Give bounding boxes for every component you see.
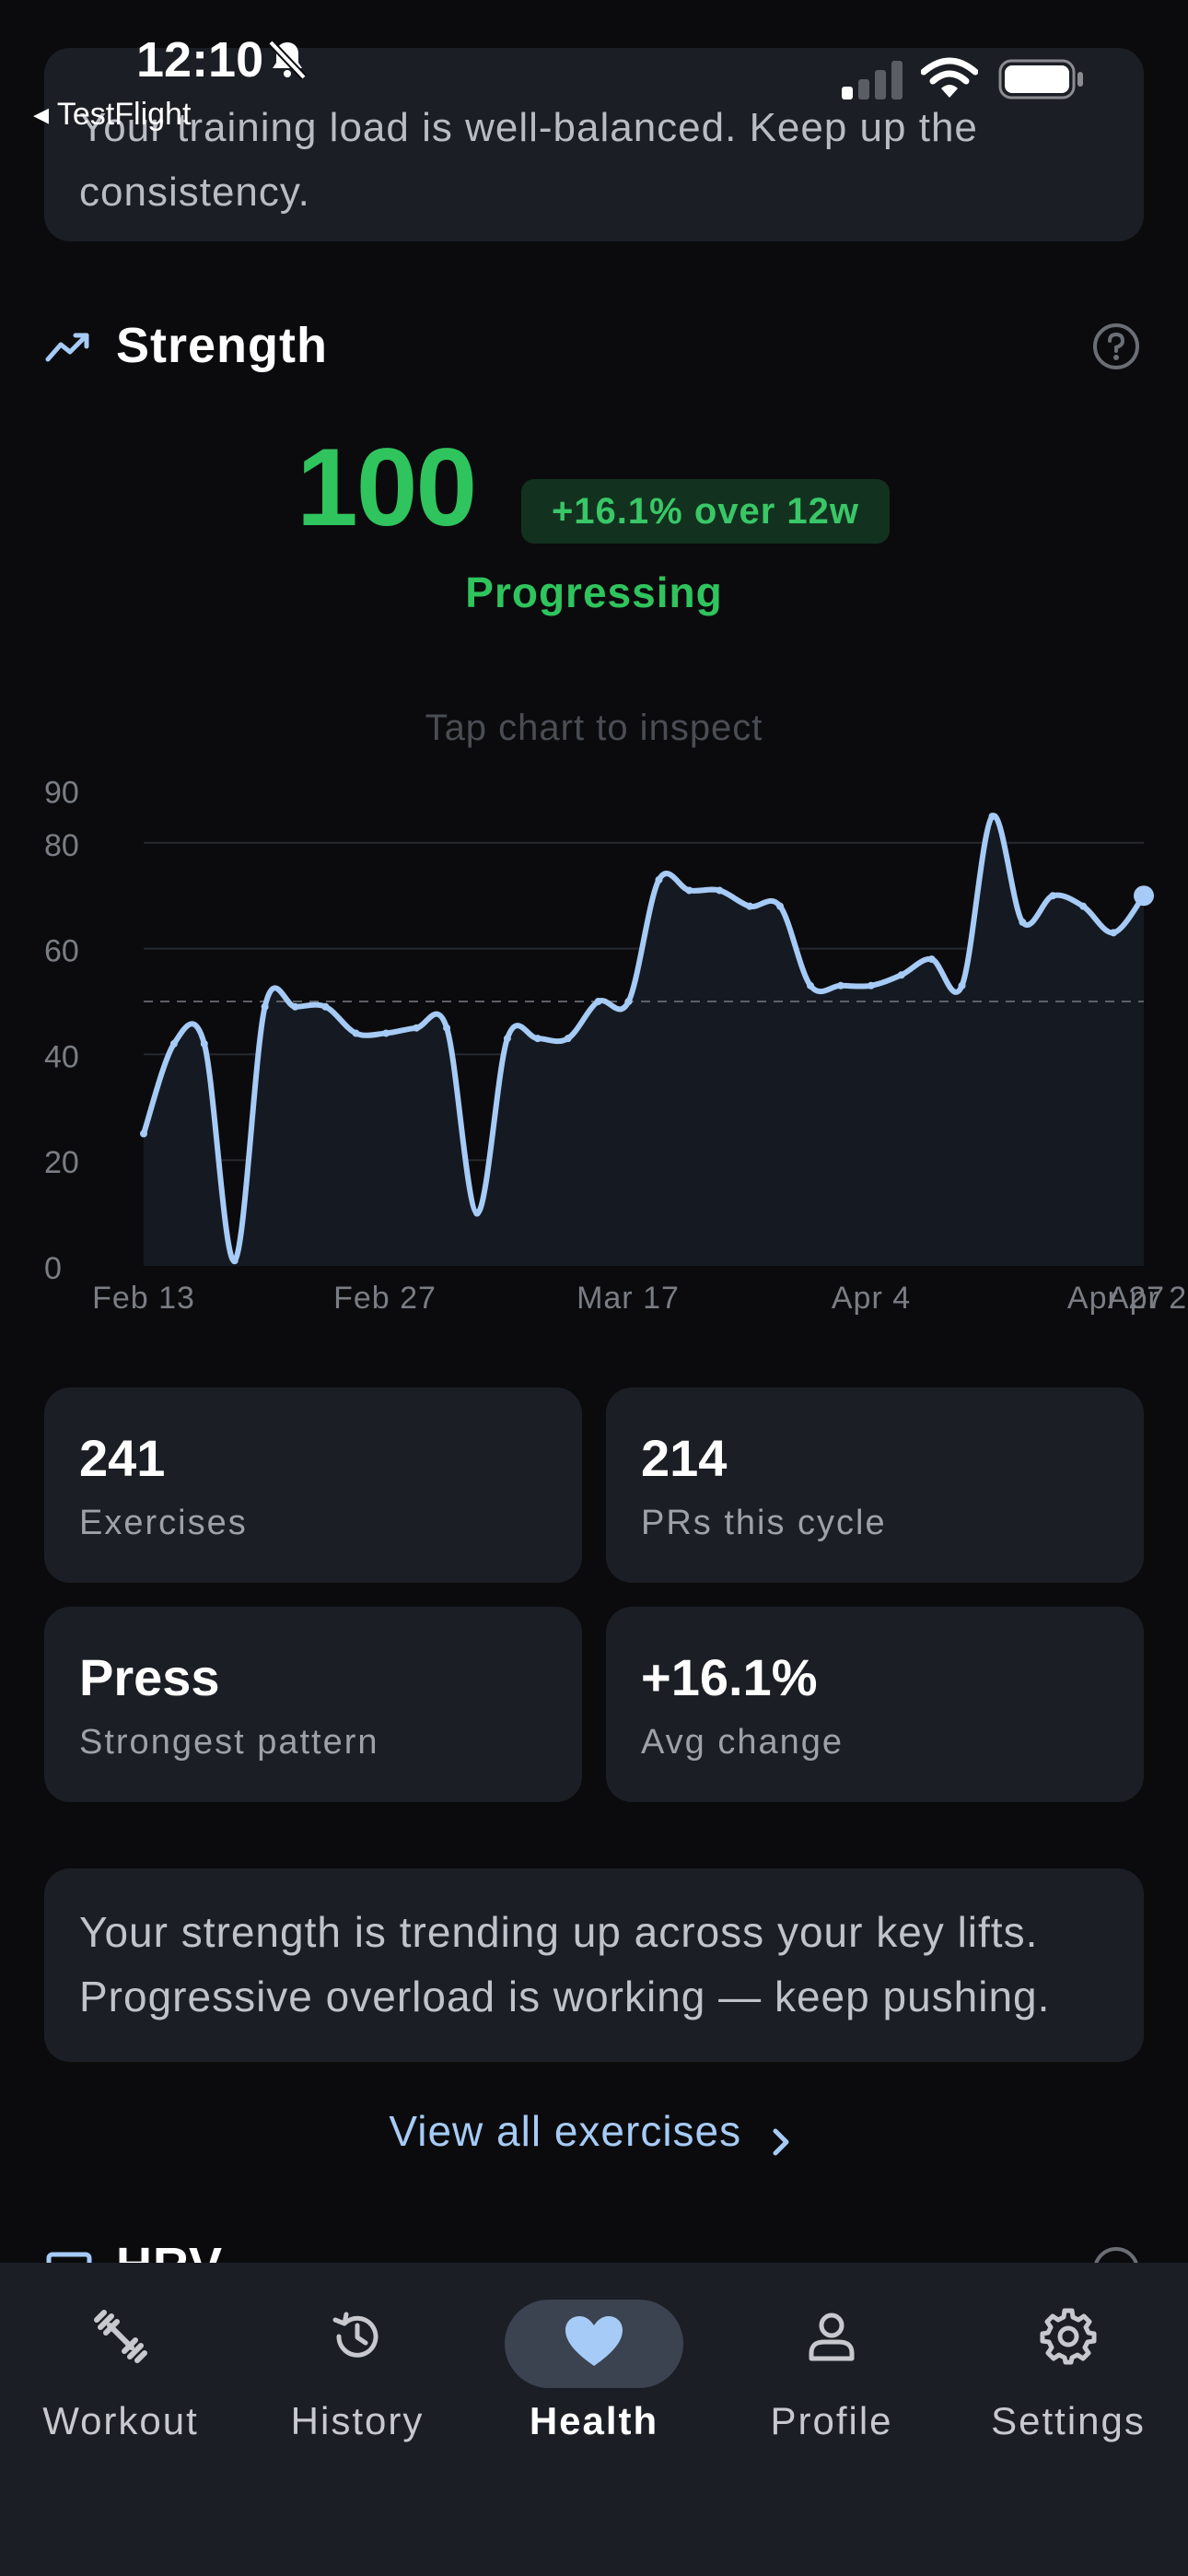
stat-value: Press (79, 1648, 220, 1706)
y-tick-label: 20 (44, 1145, 79, 1180)
y-tick-label: 60 (44, 934, 79, 969)
tab-label: Profile (770, 2399, 893, 2442)
x-tick-label: Apr 27 (1067, 1281, 1165, 1316)
stat-card-avg-change[interactable]: +16.1% Avg change (606, 1607, 1144, 1802)
section-title-strength: Strength (116, 318, 328, 373)
x-tick-label: Feb 27 (333, 1281, 437, 1316)
data-point (776, 902, 785, 910)
data-point (413, 1024, 421, 1032)
stat-card-prs[interactable]: 214 PRs this cycle (606, 1388, 1144, 1583)
series-area (144, 815, 1144, 1266)
wifi-icon (921, 57, 978, 98)
strength-summary-card: Your strength is trending up across your… (44, 1868, 1144, 2062)
x-tick-label: Apr 4 (832, 1281, 911, 1316)
chart-hint: Tap chart to inspect (425, 708, 763, 748)
data-point (503, 1035, 511, 1043)
data-point (594, 998, 602, 1005)
y-tick-label: 40 (44, 1039, 79, 1074)
x-tick-label: Mar 17 (577, 1281, 680, 1316)
data-point (1079, 902, 1088, 910)
cellular-signal-icon (842, 61, 903, 100)
tab-label: Settings (991, 2399, 1146, 2442)
tab-label: Workout (42, 2399, 199, 2442)
latest-point (1134, 885, 1154, 907)
history-icon (332, 2312, 379, 2358)
data-point (261, 1002, 269, 1011)
tab-health[interactable]: Health (475, 2263, 713, 2484)
data-point (958, 981, 966, 989)
data-point (382, 1029, 390, 1037)
x-tick-label: Feb 13 (92, 1281, 195, 1316)
strength-score: 100 (297, 426, 477, 549)
change-badge: +16.1% over 12w (521, 479, 890, 544)
data-point (867, 981, 875, 989)
tab-label: History (290, 2399, 425, 2442)
tab-settings[interactable]: Settings (949, 2263, 1187, 2484)
stat-card-strongest-pattern[interactable]: Press Strongest pattern (44, 1607, 582, 1802)
stat-value: 241 (79, 1429, 166, 1487)
stat-card-exercises[interactable]: 241 Exercises (44, 1388, 582, 1583)
y-tick-label: 80 (44, 828, 79, 863)
strength-summary-text: Your strength is trending up across your… (79, 1908, 1051, 2020)
stat-label: Exercises (79, 1504, 248, 1542)
strength-status: Progressing (465, 568, 723, 616)
data-point (927, 955, 936, 964)
gear-icon (1040, 2308, 1097, 2365)
tab-bar: Workout History Health Profile Settings (0, 2263, 1188, 2576)
data-point (321, 1002, 330, 1011)
data-point (624, 998, 633, 1005)
data-point (897, 971, 905, 979)
data-point (746, 902, 754, 910)
data-point (473, 1209, 481, 1217)
y-tick-label: 0 (44, 1251, 62, 1286)
stat-value: +16.1% (641, 1648, 818, 1706)
data-point (685, 886, 693, 895)
data-point (1019, 918, 1027, 926)
trend-up-icon (45, 333, 89, 362)
data-point (564, 1035, 572, 1043)
person-icon (809, 2313, 855, 2361)
tab-label: Health (529, 2399, 659, 2442)
heart-icon (565, 2316, 623, 2366)
tab-history[interactable]: History (239, 2263, 476, 2484)
data-point (533, 1035, 542, 1043)
data-point (230, 1257, 239, 1265)
data-point (988, 813, 996, 821)
data-point (443, 1024, 451, 1032)
data-point (1110, 929, 1118, 937)
tab-workout[interactable]: Workout (2, 2263, 239, 2484)
chevron-right-icon (773, 2128, 789, 2156)
stat-label: Avg change (641, 1723, 844, 1762)
data-point (655, 875, 663, 884)
help-circle-icon[interactable] (1090, 321, 1142, 372)
view-all-exercises-link[interactable]: View all exercises (0, 2106, 1188, 2159)
data-point (140, 1130, 147, 1138)
data-point (716, 886, 724, 895)
status-time: 12:10 (136, 32, 264, 88)
stat-label: Strongest pattern (79, 1723, 379, 1762)
data-point (836, 981, 844, 989)
data-point (1049, 892, 1057, 900)
data-point (352, 1029, 360, 1037)
data-point (291, 1002, 299, 1011)
tab-profile[interactable]: Profile (713, 2263, 950, 2484)
view-all-label: View all exercises (389, 2107, 742, 2155)
back-to-testflight[interactable]: ◂ TestFlight (33, 97, 192, 132)
y-tick-label: 90 (44, 775, 79, 810)
previous-insight-text: Your training load is well-balanced. Kee… (79, 105, 978, 215)
data-point (169, 1039, 178, 1048)
stat-value: 214 (641, 1429, 728, 1487)
series-line (141, 813, 1147, 1264)
data-point (807, 981, 814, 989)
data-point (200, 1039, 208, 1048)
bell-slash-icon (268, 40, 307, 80)
battery-icon (998, 59, 1083, 100)
dumbbell-icon (94, 2310, 147, 2363)
x-tick-label: Apr 28 (1108, 1281, 1188, 1316)
stat-label: PRs this cycle (641, 1504, 887, 1542)
